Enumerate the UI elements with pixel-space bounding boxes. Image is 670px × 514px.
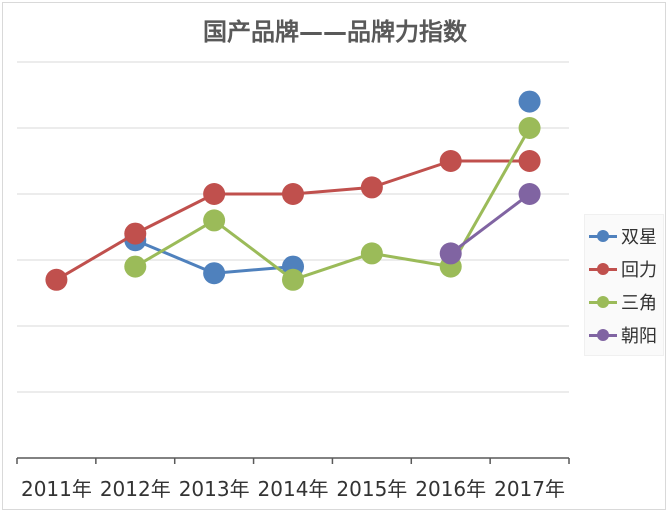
series-line-segment: [214, 265, 294, 275]
legend-item: 三角: [585, 285, 663, 318]
data-point: [439, 242, 462, 265]
data-point: [203, 262, 226, 285]
data-point: [518, 183, 541, 205]
legend-item: 朝阳: [585, 318, 663, 351]
data-point: [45, 268, 68, 291]
legend-label: 回力: [621, 259, 657, 281]
series-2: [124, 117, 541, 291]
series-1: [45, 150, 541, 291]
series-line-segment: [134, 238, 215, 275]
data-point: [518, 90, 541, 113]
data-point: [124, 255, 147, 278]
data-point: [203, 183, 226, 205]
legend-swatch-icon: [589, 325, 619, 345]
legend-label: 三角: [621, 292, 657, 314]
legend-label: 双星: [621, 226, 657, 248]
legend-swatch-icon: [589, 226, 619, 246]
x-tick-label: 2011年: [21, 477, 92, 501]
x-tick-label: 2016年: [415, 477, 486, 501]
x-tick-label: 2014年: [258, 477, 329, 501]
legend-label: 朝阳: [621, 325, 657, 347]
legend-item: 回力: [585, 252, 663, 285]
x-tick-label: 2012年: [100, 477, 171, 501]
legend-item: 双星: [585, 219, 663, 252]
data-point: [203, 209, 226, 232]
series-0: [124, 90, 541, 285]
legend-swatch-icon: [589, 259, 619, 279]
series-line-segment: [134, 192, 215, 235]
data-point: [124, 222, 147, 245]
series-line-segment: [292, 185, 372, 196]
chart-title: 国产品牌——品牌力指数: [203, 18, 467, 46]
legend-swatch-icon: [589, 292, 619, 312]
data-point: [439, 150, 462, 172]
series-line-segment: [55, 232, 137, 282]
data-point: [360, 176, 383, 199]
series-3: [439, 183, 541, 265]
legend: 双星 回力 三角 朝阳: [584, 214, 664, 356]
series-line-segment: [292, 251, 373, 282]
series-line-segment: [449, 192, 531, 255]
series-line-segment: [371, 251, 451, 269]
data-point: [518, 117, 541, 139]
x-tick-label: 2015年: [336, 477, 407, 501]
data-point: [518, 150, 541, 172]
series-line-segment: [213, 219, 294, 281]
data-point: [360, 242, 383, 265]
x-tick-label: 2013年: [179, 477, 250, 501]
series-line-segment: [371, 159, 452, 189]
x-tick-label: 2017年: [494, 477, 565, 501]
series-line-segment: [134, 219, 215, 268]
x-axis: 2011年 2012年 2013年 2014年 2015年 2016年 2017年: [16, 457, 570, 501]
data-point: [282, 183, 304, 205]
series-lines: [45, 90, 541, 291]
data-point: [282, 268, 304, 291]
chart-frame: [2, 2, 666, 510]
